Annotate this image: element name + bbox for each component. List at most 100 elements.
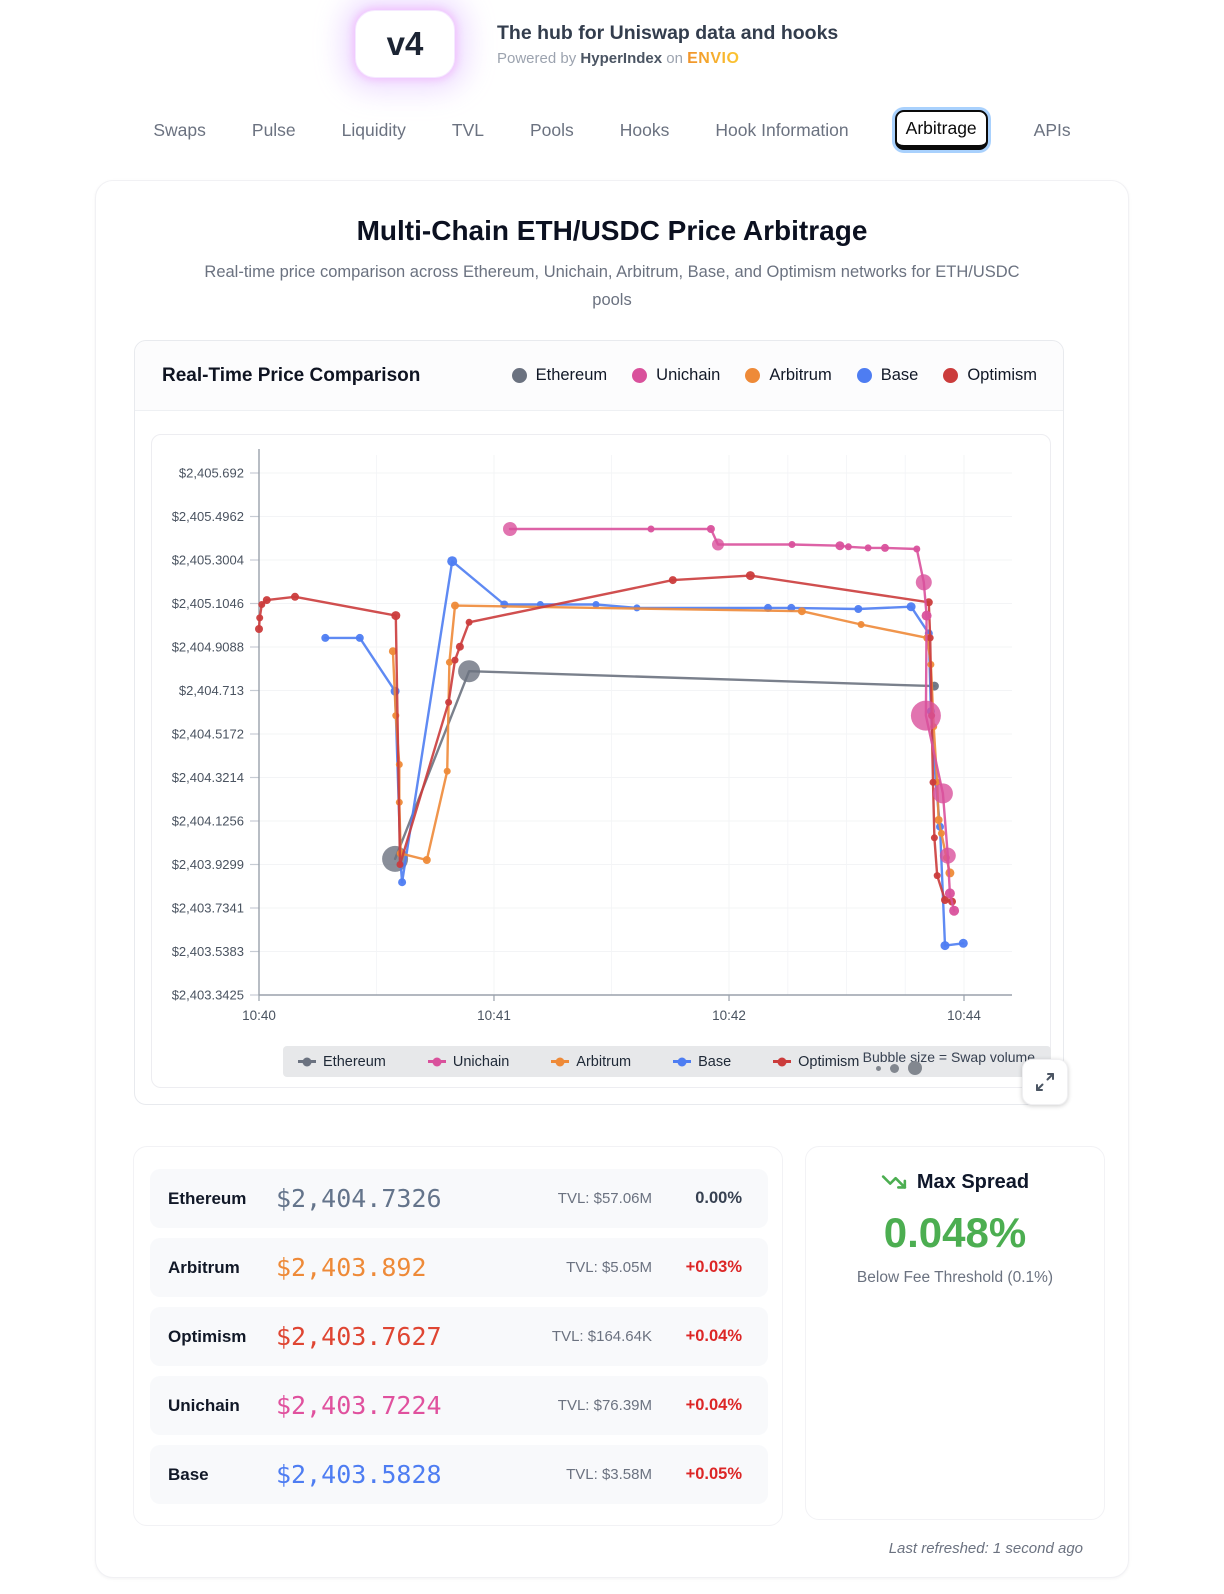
- nav-item-pools[interactable]: Pools: [530, 119, 574, 140]
- chain-price: $2,403.7627: [276, 1322, 442, 1351]
- legend-item-ethereum[interactable]: Ethereum: [511, 366, 607, 385]
- svg-text:$2,403.9299: $2,403.9299: [172, 857, 244, 872]
- max-spread-title: Max Spread: [916, 1170, 1030, 1193]
- bar-legend-label: Ethereum: [323, 1053, 386, 1070]
- chain-name: Base: [168, 1464, 209, 1484]
- trending-down-icon: [881, 1175, 906, 1189]
- main-nav: Swaps Pulse Liquidity TVL Pools Hooks Hook Inf…: [0, 110, 1224, 150]
- bar-legend-marker: [551, 1060, 570, 1063]
- nav-item-hooks[interactable]: Hooks: [619, 119, 670, 140]
- legend-dot-ethereum: [511, 368, 527, 383]
- chain-price: $2,403.5828: [276, 1460, 442, 1489]
- legend-label: Unichain: [656, 366, 721, 384]
- nav-item-pulse[interactable]: Pulse: [251, 119, 296, 140]
- bar-legend-item-optimism[interactable]: Optimism: [773, 1054, 859, 1070]
- max-spread-header: Max Spread: [806, 1169, 1104, 1195]
- chart-legend-bar: Ethereum Unichain Arbitrum Base Optimism Bub…: [283, 1046, 1051, 1077]
- chart-legend-bar-items: Ethereum Unichain Arbitrum Base Optimism: [298, 1046, 859, 1077]
- svg-text:10:42: 10:42: [712, 1008, 746, 1020]
- bar-legend-label: Unichain: [452, 1053, 510, 1070]
- chain-tvl: TVL: $5.05M: [566, 1259, 652, 1276]
- max-spread-card: Max Spread 0.048% Below Fee Threshold (0…: [805, 1146, 1105, 1520]
- chain-row-ethereum: Ethereum $2,404.7326 TVL: $57.06M 0.00%: [150, 1169, 768, 1228]
- bubble-size-scale: [876, 1061, 922, 1075]
- series-base: [321, 556, 968, 951]
- chain-name: Arbitrum: [168, 1257, 240, 1277]
- nav-item-liquidity[interactable]: Liquidity: [341, 119, 406, 140]
- chain-name: Optimism: [168, 1326, 247, 1346]
- site-title: The hub for Uniswap data and hooks: [497, 22, 839, 44]
- bubble-size-note: Bubble size = Swap volume: [862, 1049, 1035, 1065]
- legend-label: Arbitrum: [769, 366, 832, 384]
- series-arbitrum: [388, 601, 955, 878]
- bubble-dot-medium: [890, 1063, 899, 1073]
- bar-legend-marker: [773, 1060, 792, 1063]
- price-comparison-panel: Real-Time Price Comparison Ethereum Unich…: [134, 340, 1068, 1105]
- envio-logo[interactable]: ENVIO: [687, 50, 740, 67]
- svg-text:10:44: 10:44: [947, 1008, 981, 1020]
- legend-label: Optimism: [967, 366, 1037, 384]
- last-refreshed: Last refreshed: 1 second ago: [888, 1540, 1083, 1557]
- bar-legend-item-base[interactable]: Base: [673, 1054, 731, 1070]
- legend-item-base[interactable]: Base: [856, 366, 919, 385]
- svg-text:$2,404.1256: $2,404.1256: [172, 814, 244, 829]
- svg-text:10:40: 10:40: [242, 1008, 276, 1020]
- bar-legend-item-unichain[interactable]: Unichain: [427, 1053, 510, 1070]
- powered-by-label: Powered by: [497, 50, 577, 67]
- hyperindex-label: HyperIndex: [580, 50, 663, 67]
- chain-price: $2,404.7326: [276, 1184, 442, 1213]
- chain-name: Ethereum: [168, 1188, 247, 1208]
- nav-item-apis[interactable]: APIs: [1033, 119, 1071, 140]
- svg-text:$2,403.3425: $2,403.3425: [172, 988, 244, 1003]
- chain-row-optimism: Optimism $2,403.7627 TVL: $164.64K +0.04%: [150, 1307, 768, 1366]
- panel-title: Real-Time Price Comparison: [162, 364, 421, 386]
- expand-icon: [1036, 1073, 1054, 1091]
- legend-item-optimism[interactable]: Optimism: [943, 366, 1037, 385]
- max-spread-value: 0.048%: [883, 1209, 1027, 1256]
- bar-legend-marker: [427, 1060, 446, 1063]
- legend-item-arbitrum[interactable]: Arbitrum: [745, 366, 832, 385]
- bar-legend-label: Base: [698, 1053, 732, 1070]
- series-ethereum: [382, 660, 939, 872]
- series-optimism: [255, 571, 956, 906]
- chain-change: 0.00%: [695, 1189, 742, 1207]
- chain-change: +0.05%: [685, 1465, 742, 1483]
- chain-row-base: Base $2,403.5828 TVL: $3.58M +0.05%: [150, 1445, 768, 1504]
- price-comparison-header: Real-Time Price Comparison Ethereum Unich…: [135, 341, 1063, 411]
- nav-item-hook-information[interactable]: Hook Information: [715, 119, 849, 140]
- chain-change: +0.04%: [685, 1327, 742, 1345]
- svg-text:$2,403.5383: $2,403.5383: [172, 944, 244, 959]
- bubble-dot-large: [908, 1061, 922, 1075]
- bar-legend-item-arbitrum[interactable]: Arbitrum: [551, 1054, 631, 1070]
- bar-legend-label: Optimism: [798, 1053, 860, 1070]
- nav-item-arbitrage[interactable]: Arbitrage: [894, 110, 988, 150]
- bar-legend-item-ethereum[interactable]: Ethereum: [298, 1054, 386, 1070]
- page-subtitle-line1: Real-time price comparison across Ethere…: [204, 263, 1020, 281]
- chart-container: $2,405.692 $2,405.4962 $2,405.3004 $2,405.1…: [151, 434, 1068, 1105]
- series-unichain: [503, 522, 960, 916]
- chain-price: $2,403.892: [276, 1253, 427, 1282]
- legend-item-unichain[interactable]: Unichain: [632, 366, 720, 385]
- legend-label: Base: [880, 366, 919, 384]
- price-chart[interactable]: $2,405.692 $2,405.4962 $2,405.3004 $2,405.1…: [152, 435, 1052, 1020]
- expand-chart-button[interactable]: [1022, 1059, 1068, 1105]
- nav-item-swaps[interactable]: Swaps: [153, 119, 206, 140]
- legend-dot-base: [856, 368, 872, 383]
- chain-row-unichain: Unichain $2,403.7224 TVL: $76.39M +0.04%: [150, 1376, 768, 1435]
- page-subtitle-line2: pools: [592, 291, 632, 309]
- on-label: on: [666, 50, 683, 67]
- chain-tvl: TVL: $76.39M: [557, 1397, 652, 1414]
- bar-legend-marker: [673, 1060, 692, 1063]
- nav-item-tvl[interactable]: TVL: [451, 119, 484, 140]
- bar-legend-label: Arbitrum: [576, 1053, 632, 1070]
- chain-change: +0.03%: [685, 1258, 742, 1276]
- chain-row-arbitrum: Arbitrum $2,403.892 TVL: $5.05M +0.03%: [150, 1238, 768, 1297]
- chain-tvl: TVL: $3.58M: [566, 1466, 652, 1483]
- bar-legend-marker: [298, 1060, 316, 1063]
- legend-dot-optimism: [943, 368, 959, 383]
- chain-tvl: TVL: $164.64K: [551, 1328, 652, 1345]
- chain-price-list: Ethereum $2,404.7326 TVL: $57.06M 0.00% Arbi…: [133, 1146, 783, 1526]
- legend-dot-arbitrum: [745, 368, 761, 383]
- svg-text:$2,404.713: $2,404.713: [179, 683, 244, 698]
- powered-by-line: Powered by HyperIndex on ENVIO: [497, 50, 739, 68]
